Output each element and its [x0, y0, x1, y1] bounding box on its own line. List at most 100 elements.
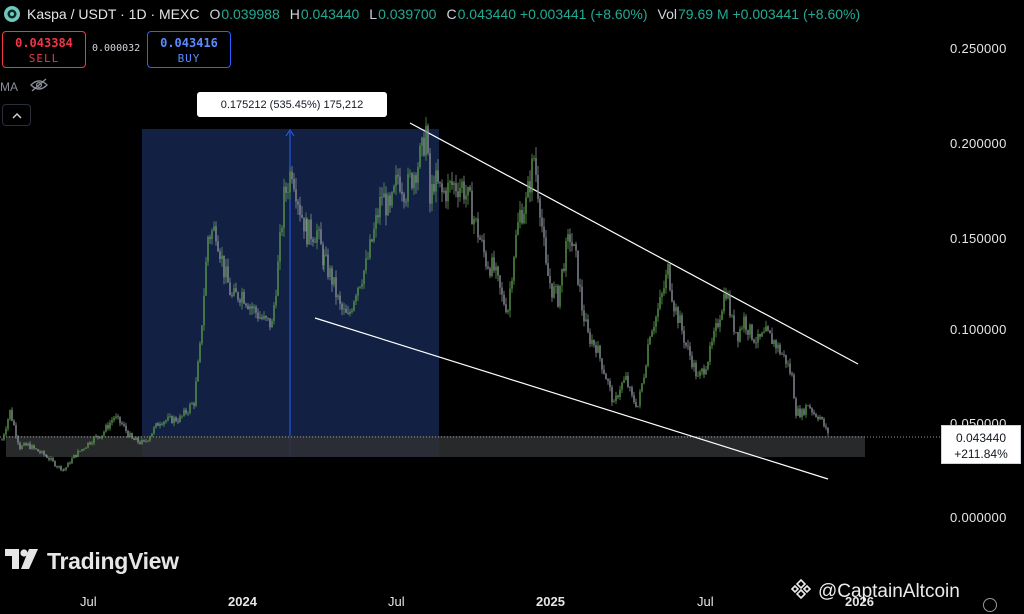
candle-body [195, 381, 197, 406]
candle-body [527, 181, 529, 198]
candle-body [83, 448, 85, 450]
candle-body [627, 375, 629, 387]
candle-body [487, 266, 489, 269]
candle-body [417, 167, 419, 183]
candle-body [459, 187, 461, 198]
candle-body [615, 395, 617, 401]
candle-body [485, 252, 487, 267]
candle-body [619, 389, 621, 398]
candle-body [779, 344, 781, 354]
candle-body [749, 324, 751, 335]
volume-value: 79.69 M +0.003441 (+8.60%) [678, 6, 861, 22]
candle-body [523, 213, 525, 224]
candle-body [461, 181, 463, 188]
candle-body [62, 469, 64, 471]
candle-body [191, 403, 193, 405]
candle-body [381, 196, 383, 198]
candle-body [679, 315, 681, 324]
buy-button[interactable]: 0.043416 BUY [147, 31, 231, 68]
candle-body [755, 342, 757, 344]
candle-body [239, 299, 241, 303]
candle-body [345, 308, 347, 313]
candle-body [253, 306, 255, 309]
settings-gear-icon[interactable] [983, 598, 997, 612]
candle-body [393, 185, 395, 193]
tradingview-logo[interactable]: TradingView [5, 548, 179, 575]
candle-body [117, 416, 119, 418]
candle-body [653, 326, 655, 332]
volume-label: Vol [657, 6, 678, 22]
candle-body [529, 181, 531, 193]
candle-body [597, 345, 599, 353]
candle-body [155, 423, 157, 428]
candle-body [231, 294, 233, 296]
candle-body [469, 186, 471, 191]
candle-body [277, 261, 279, 296]
candle-body [747, 330, 749, 335]
candle-body [813, 412, 815, 414]
candle-body [549, 276, 551, 284]
candle-body [167, 416, 169, 421]
candle-body [261, 317, 263, 319]
candle-body [499, 275, 501, 288]
collapse-legend-button[interactable] [2, 104, 31, 126]
candle-body [375, 215, 377, 229]
candle-body [69, 462, 71, 464]
candle-body [151, 433, 153, 437]
candle-body [289, 171, 291, 193]
eye-hidden-icon[interactable] [30, 78, 48, 95]
candle-body [159, 423, 161, 426]
candle-body [427, 125, 429, 154]
candle-body [271, 320, 273, 328]
candle-body [391, 192, 393, 206]
candle-body [803, 409, 805, 415]
price-tick: 0.100000 [950, 322, 1007, 337]
candle-body [449, 181, 451, 183]
candle-body [433, 184, 435, 192]
candle-body [125, 425, 127, 431]
candle-body [477, 218, 479, 238]
close-label: C [446, 6, 457, 22]
candle-body [775, 340, 777, 349]
candle-body [201, 325, 203, 344]
candle-body [763, 331, 765, 333]
candle-body [825, 426, 827, 428]
candle-body [721, 311, 723, 320]
candle-body [743, 316, 745, 329]
candle-body [819, 416, 821, 420]
symbol-title[interactable]: Kaspa / USDT · 1D · MEXC [27, 6, 200, 22]
candle-body [623, 379, 625, 383]
candle-body [805, 405, 807, 415]
candle-body [58, 466, 60, 468]
candle-body [139, 442, 141, 444]
candle-body [297, 201, 299, 205]
candle-body [322, 244, 324, 266]
spread-value: 0.000032 [92, 43, 141, 54]
candle-body [673, 301, 675, 312]
candle-body [453, 183, 455, 185]
candle-body [63, 469, 65, 471]
candle-body [789, 363, 791, 374]
candle-body [581, 286, 583, 311]
candle-body [75, 454, 77, 457]
ma-indicator-label[interactable]: MA [0, 79, 18, 94]
low-value: 0.039700 [378, 6, 437, 22]
candle-body [607, 379, 609, 381]
candle-body [213, 226, 215, 231]
low-label: L [369, 6, 378, 22]
candle-body [589, 332, 591, 344]
candle-body [357, 287, 359, 296]
candle-body [137, 437, 139, 443]
sell-button[interactable]: 0.043384 SELL [2, 31, 86, 68]
candle-body [611, 387, 613, 403]
candle-body [95, 435, 97, 437]
candle-body [109, 422, 111, 429]
candle-body [13, 420, 15, 426]
candle-body [316, 230, 318, 243]
kaspa-logo-icon[interactable] [2, 4, 22, 24]
candle-body [451, 181, 453, 185]
candle-body [79, 450, 81, 452]
candle-body [827, 427, 829, 434]
candle-body [539, 198, 541, 218]
